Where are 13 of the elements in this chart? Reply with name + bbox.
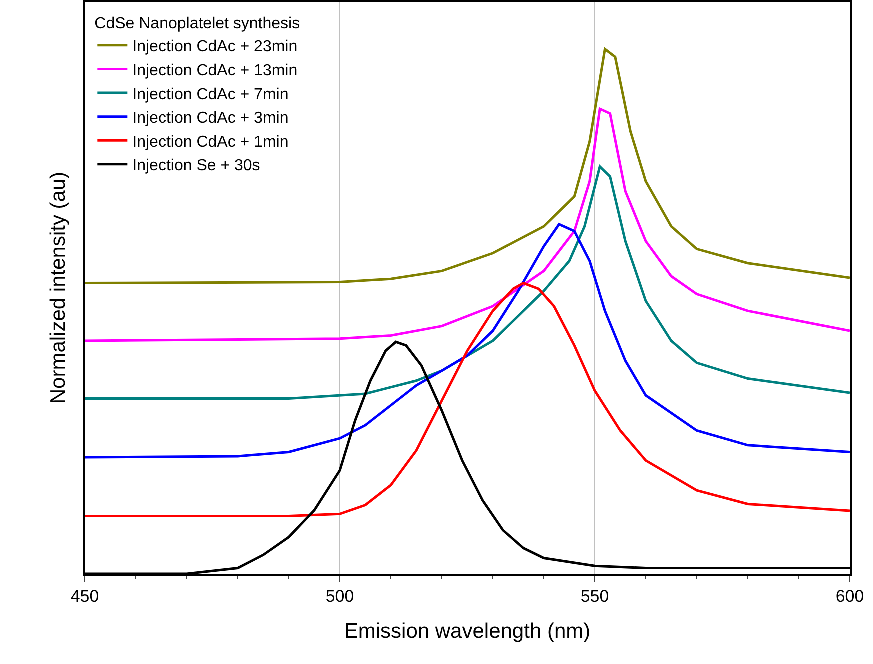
legend-label: Injection CdAc + 3min: [132, 110, 289, 128]
x-tick-label: 600: [836, 587, 864, 606]
x-tick-label: 500: [326, 587, 354, 606]
x-tick-label: 450: [70, 587, 100, 606]
legend-label: Injection CdAc + 1min: [132, 134, 289, 151]
x-axis-title: Emission wavelength (nm): [344, 620, 591, 643]
legend-label: Injection CdAc + 23min: [132, 38, 298, 56]
legend-label: Injection CdAc + 13min: [132, 62, 298, 80]
legend-label: Injection CdAc + 7min: [132, 86, 289, 104]
y-axis-title: Normalized intensity (au): [46, 172, 70, 404]
legend-title: CdSe Nanoplatelet synthesis: [94, 16, 300, 33]
x-tick-label: 550: [580, 587, 610, 606]
legend-label: Injection Se + 30s: [132, 158, 260, 175]
